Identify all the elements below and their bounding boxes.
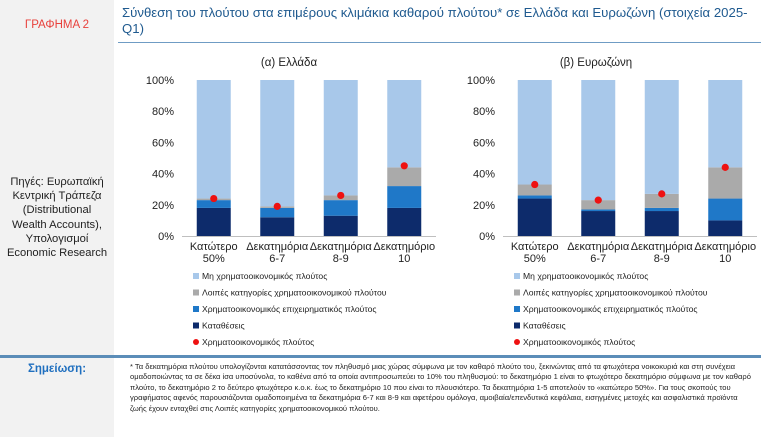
bar-segment-business [517,195,552,199]
bar-segment-deposits [196,207,231,236]
legend-swatch-other_financial [193,289,199,296]
y-tick-label: 0% [158,231,174,243]
note-text: * Τα δεκατημόρια πλούτου υπολογίζονται κ… [130,362,751,413]
x-category-label: 8-9 [654,253,670,265]
legend-label: Μη χρηματοοικονομικός πλούτος [202,271,327,281]
bar-segment-non_financial [644,80,679,194]
legend-swatch-other_financial [514,289,520,296]
x-category-label: 10 [719,253,731,265]
bar-segment-non_financial [708,80,743,168]
y-tick-label: 40% [473,169,495,181]
bar-segment-other_financial [644,193,679,208]
legend-label: Λοιπές κατηγορίες χρηματοοικονομικού πλο… [523,288,708,298]
bar-segment-business [260,207,295,218]
y-tick-label: 60% [473,137,495,149]
bar-segment-business [196,200,231,208]
x-category-label: Δεκατημόριο [373,241,435,253]
bar-segment-business [581,209,616,212]
x-category-label: Δεκατημόρια [567,241,630,253]
y-tick-label: 20% [473,200,495,212]
financial-wealth-marker [721,163,729,171]
figure-label: ΓΡΑΦΗΜΑ 2 [24,19,90,31]
note-label: Σημείωση: [27,363,87,375]
bar-segment-other_financial [581,200,616,210]
bar-segment-other_financial [708,167,743,199]
x-category-label: 50% [203,253,225,265]
legend-label: Μη χρηματοοικονομικός πλούτος [523,271,648,281]
legend-swatch-deposits [193,322,199,329]
legend-label: Χρηματοοικονομικός επιχειρηματικός πλούτ… [523,304,698,314]
bar-segment-non_financial [260,80,295,207]
bar-segment-business [387,186,422,208]
note-label-cell [0,358,114,437]
legend-label: Χρηματοοικονομικός πλούτος [202,337,314,347]
financial-wealth-marker [531,180,539,189]
bar-segment-non_financial [581,80,616,201]
bar-segment-non_financial [323,80,358,196]
bar-segment-business [644,207,679,212]
bar-segment-business [323,200,358,216]
y-tick-label: 20% [152,200,174,212]
legend-label: Καταθέσεις [202,321,245,331]
charts-area: (α) Ελλάδα0%20%40%60%80%100%Κατώτερο50%Δ… [146,57,757,347]
chart-title: Σύνθεση του πλούτου στα επιμέρους κλιμάκ… [122,5,748,36]
y-tick-label: 100% [467,75,495,87]
y-tick-label: 40% [152,169,174,181]
sources-text: Πηγές: Ευρωπαϊκή Κεντρική Τράπεζα (Distr… [6,176,108,260]
bar-segment-deposits [517,198,552,236]
bar-segment-non_financial [517,80,552,185]
legend-swatch-non_financial [193,273,199,279]
x-category-label: 50% [524,253,546,265]
x-category-label: 10 [398,253,410,265]
panel-title: (α) Ελλάδα [261,57,318,69]
financial-wealth-marker [658,190,666,198]
financial-wealth-marker [400,162,408,170]
y-tick-label: 0% [479,231,495,243]
legend-swatch-deposits [514,322,520,329]
x-category-label: Δεκατημόρια [310,241,373,253]
legend-label: Λοιπές κατηγορίες χρηματοοικονομικού πλο… [202,288,387,298]
x-category-label: Δεκατημόριο [694,241,756,253]
header-divider [118,42,761,43]
legend-marker-financial_marker [193,339,199,345]
bar-segment-deposits [581,211,616,236]
y-tick-label: 60% [152,137,174,149]
x-category-label: Δεκατημόρια [246,241,309,253]
bar-segment-deposits [323,215,358,236]
bar-segment-deposits [708,220,743,236]
bar-segment-non_financial [387,80,422,168]
note-divider [0,355,761,358]
legend-swatch-business [514,306,520,312]
legend-label: Χρηματοοικονομικός πλούτος [523,337,635,347]
y-tick-label: 80% [152,106,174,118]
x-category-label: Δεκατημόρια [631,241,694,253]
x-category-label: Κατώτερο [190,241,238,253]
bar-segment-deposits [644,211,679,236]
x-category-label: 6-7 [269,253,285,265]
y-tick-label: 80% [473,106,495,118]
bar-segment-business [708,198,743,221]
bar-segment-other_financial [387,167,422,187]
y-tick-label: 100% [146,75,174,87]
financial-wealth-marker [594,196,602,204]
legend-marker-financial_marker [514,339,520,345]
panel-title: (β) Ευρωζώνη [560,57,632,69]
legend-label: Χρηματοοικονομικός επιχειρηματικός πλούτ… [202,304,377,314]
legend-label: Καταθέσεις [523,321,566,331]
x-category-label: Κατώτερο [511,241,559,253]
financial-wealth-marker [273,202,281,210]
bar-segment-non_financial [196,80,231,199]
financial-wealth-marker [210,194,218,203]
legend-swatch-non_financial [514,273,520,279]
bar-segment-deposits [260,217,295,236]
x-category-label: 8-9 [333,253,349,265]
bar-segment-other_financial [517,184,552,196]
bar-segment-deposits [387,207,422,236]
x-category-label: 6-7 [590,253,606,265]
legend-swatch-business [193,306,199,312]
financial-wealth-marker [337,191,345,200]
